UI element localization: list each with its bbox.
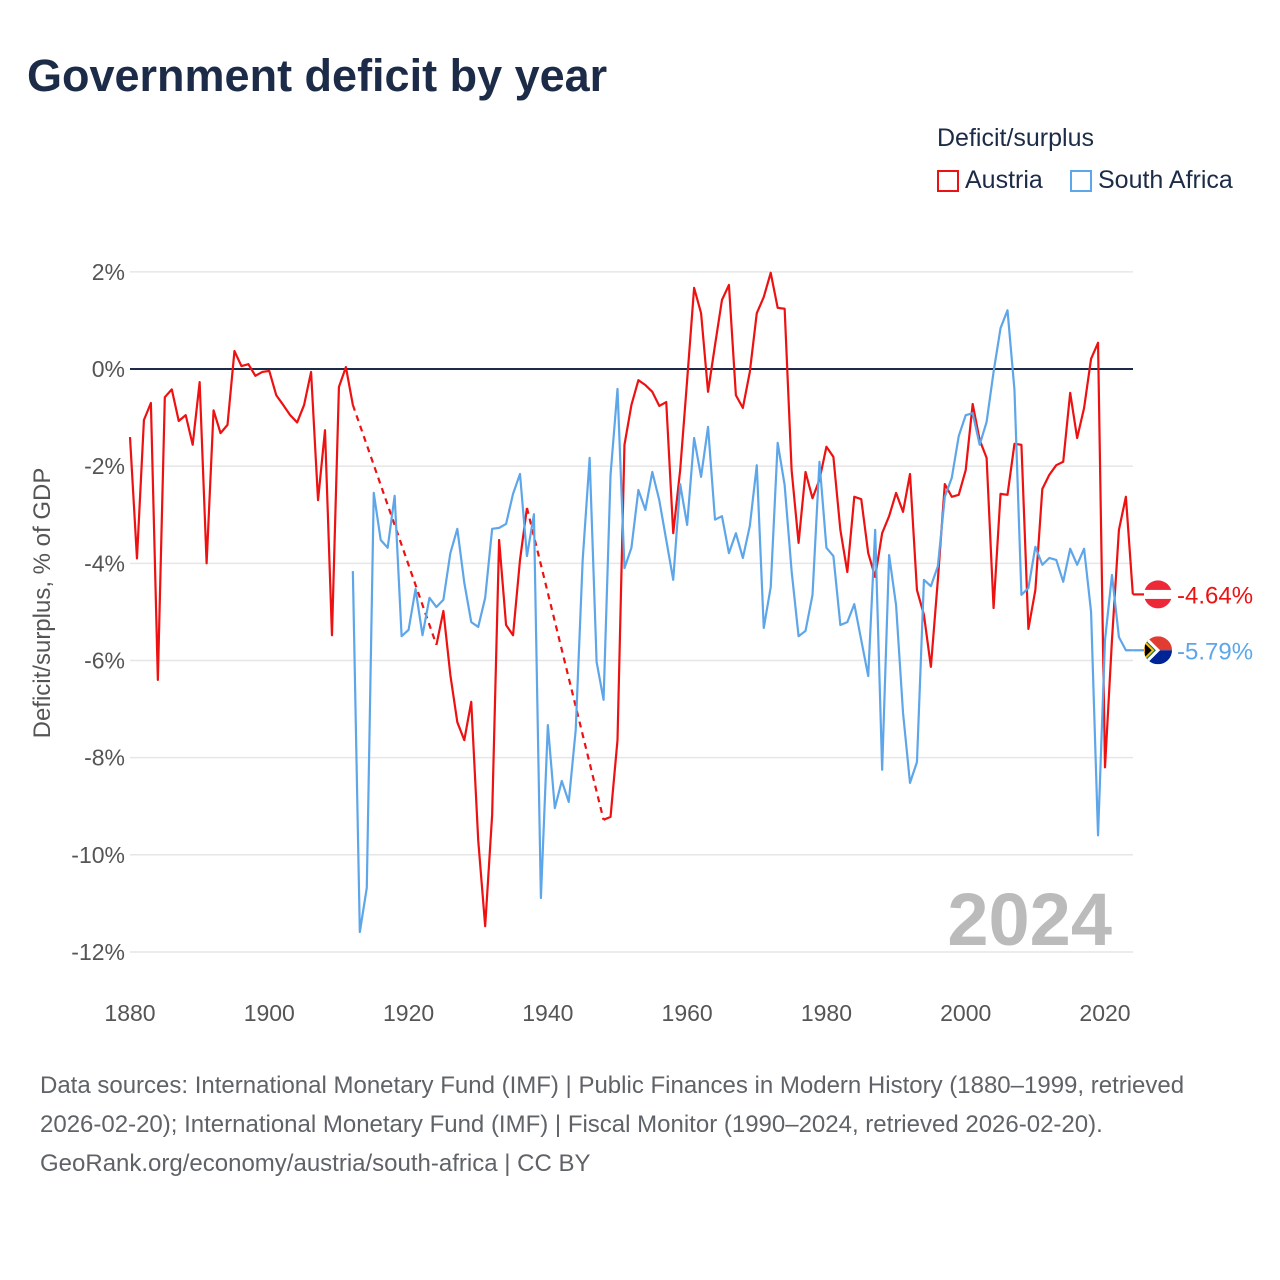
legend-item-austria[interactable]: Austria: [937, 166, 1043, 195]
series-line-austria: [603, 271, 1134, 821]
x-tick-label: 2000: [940, 1000, 991, 1026]
footer: Data sources: International Monetary Fun…: [40, 1066, 1240, 1183]
credit-link[interactable]: GeoRank.org/economy/austria/south-africa…: [40, 1150, 591, 1177]
series-end-label: -5.79%: [1177, 638, 1253, 665]
legend-title: Deficit/surplus: [937, 124, 1094, 152]
y-tick-label: -8%: [84, 745, 125, 771]
y-axis-label: Deficit/surplus, % of GDP: [29, 468, 56, 739]
legend-swatch-south-africa: [1070, 169, 1092, 192]
flag-icon-austria: [1144, 580, 1172, 609]
x-tick-label: 1900: [244, 1000, 295, 1026]
x-tick-label: 1940: [522, 1000, 573, 1026]
legend-item-south-africa[interactable]: South Africa: [1070, 166, 1233, 195]
x-tick-label: 1980: [801, 1000, 852, 1026]
y-tick-label: -10%: [71, 842, 125, 868]
y-tick-label: -6%: [84, 647, 125, 673]
legend-swatch-austria: [937, 169, 959, 192]
x-tick-label: 1960: [662, 1000, 713, 1026]
legend-label: South Africa: [1098, 166, 1233, 194]
x-tick-label: 1880: [104, 1000, 155, 1026]
series-gap-dashed: [351, 404, 438, 646]
legend-label: Austria: [965, 166, 1043, 194]
series-line-austria: [435, 507, 529, 928]
x-tick-label: 2020: [1079, 1000, 1130, 1026]
y-tick-label: 2%: [92, 259, 125, 285]
y-tick-label: 0%: [92, 356, 125, 382]
series-end-label: -4.64%: [1177, 582, 1253, 609]
series-line-south-africa: [351, 309, 1133, 934]
y-tick-label: -4%: [84, 550, 125, 576]
series-gap-dashed: [525, 507, 605, 821]
series-line-austria: [128, 349, 354, 682]
flag-icon-south-africa: [1144, 636, 1172, 665]
y-tick-label: -12%: [71, 939, 125, 965]
page-title: Government deficit by year: [27, 50, 608, 101]
year-label: 2024: [947, 878, 1112, 961]
x-tick-label: 1920: [383, 1000, 434, 1026]
y-tick-label: -2%: [84, 453, 125, 479]
data-sources: Data sources: International Monetary Fun…: [40, 1072, 1185, 1138]
